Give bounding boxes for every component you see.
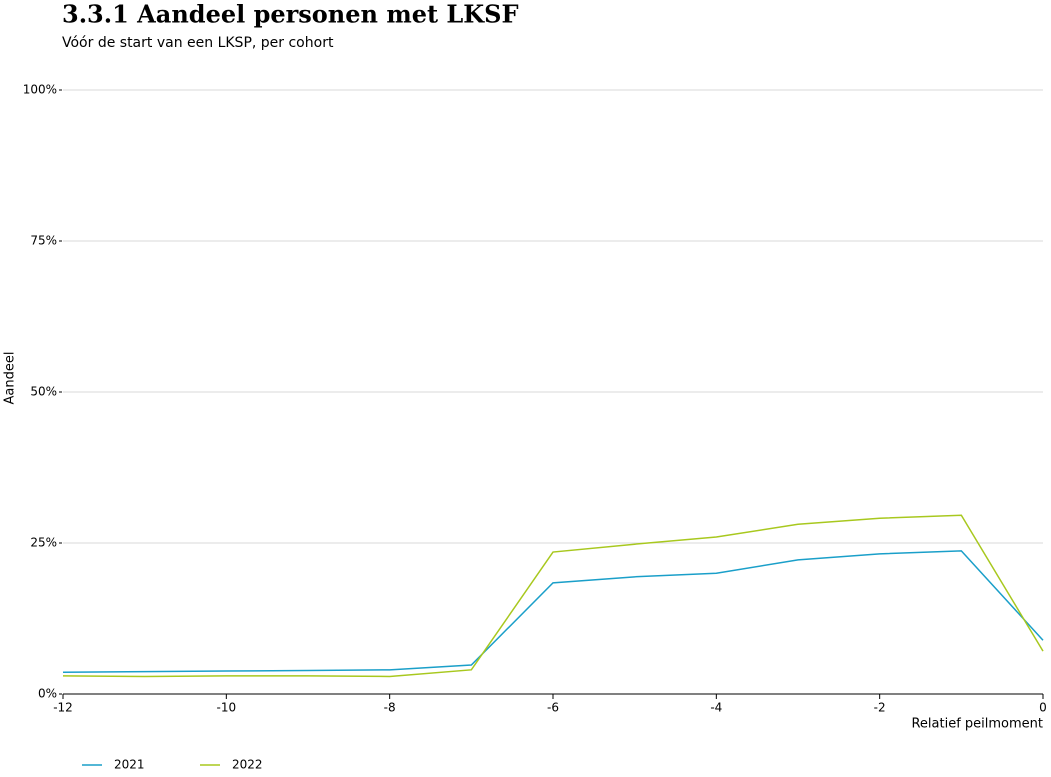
x-tick-label: -4 [710, 701, 722, 715]
y-tick-label: 100% [23, 83, 57, 97]
x-tick-label: -6 [547, 701, 559, 715]
y-tick-label: 75% [30, 234, 57, 248]
x-tick-label: -2 [874, 701, 886, 715]
x-tick-label: 0 [1039, 701, 1047, 715]
y-tick-label: 25% [30, 536, 57, 550]
y-axis-label: Aandeel [3, 352, 18, 405]
y-tick-label: 50% [30, 385, 57, 399]
legend-label: 2021 [114, 758, 145, 772]
series-line [62, 550, 1044, 674]
series-line [62, 514, 1044, 678]
chart-title: 3.3.1 Aandeel personen met LKSF [62, 0, 519, 29]
legend-label: 2022 [232, 758, 263, 772]
x-tick-label: -8 [384, 701, 396, 715]
chart-subtitle: Vóór de start van een LKSP, per cohort [62, 35, 334, 51]
x-tick-label: -10 [217, 701, 237, 715]
x-axis-label: Relatief peilmoment [911, 717, 1043, 732]
x-tick-label: -12 [53, 701, 73, 715]
y-tick-label: 0% [38, 687, 57, 701]
